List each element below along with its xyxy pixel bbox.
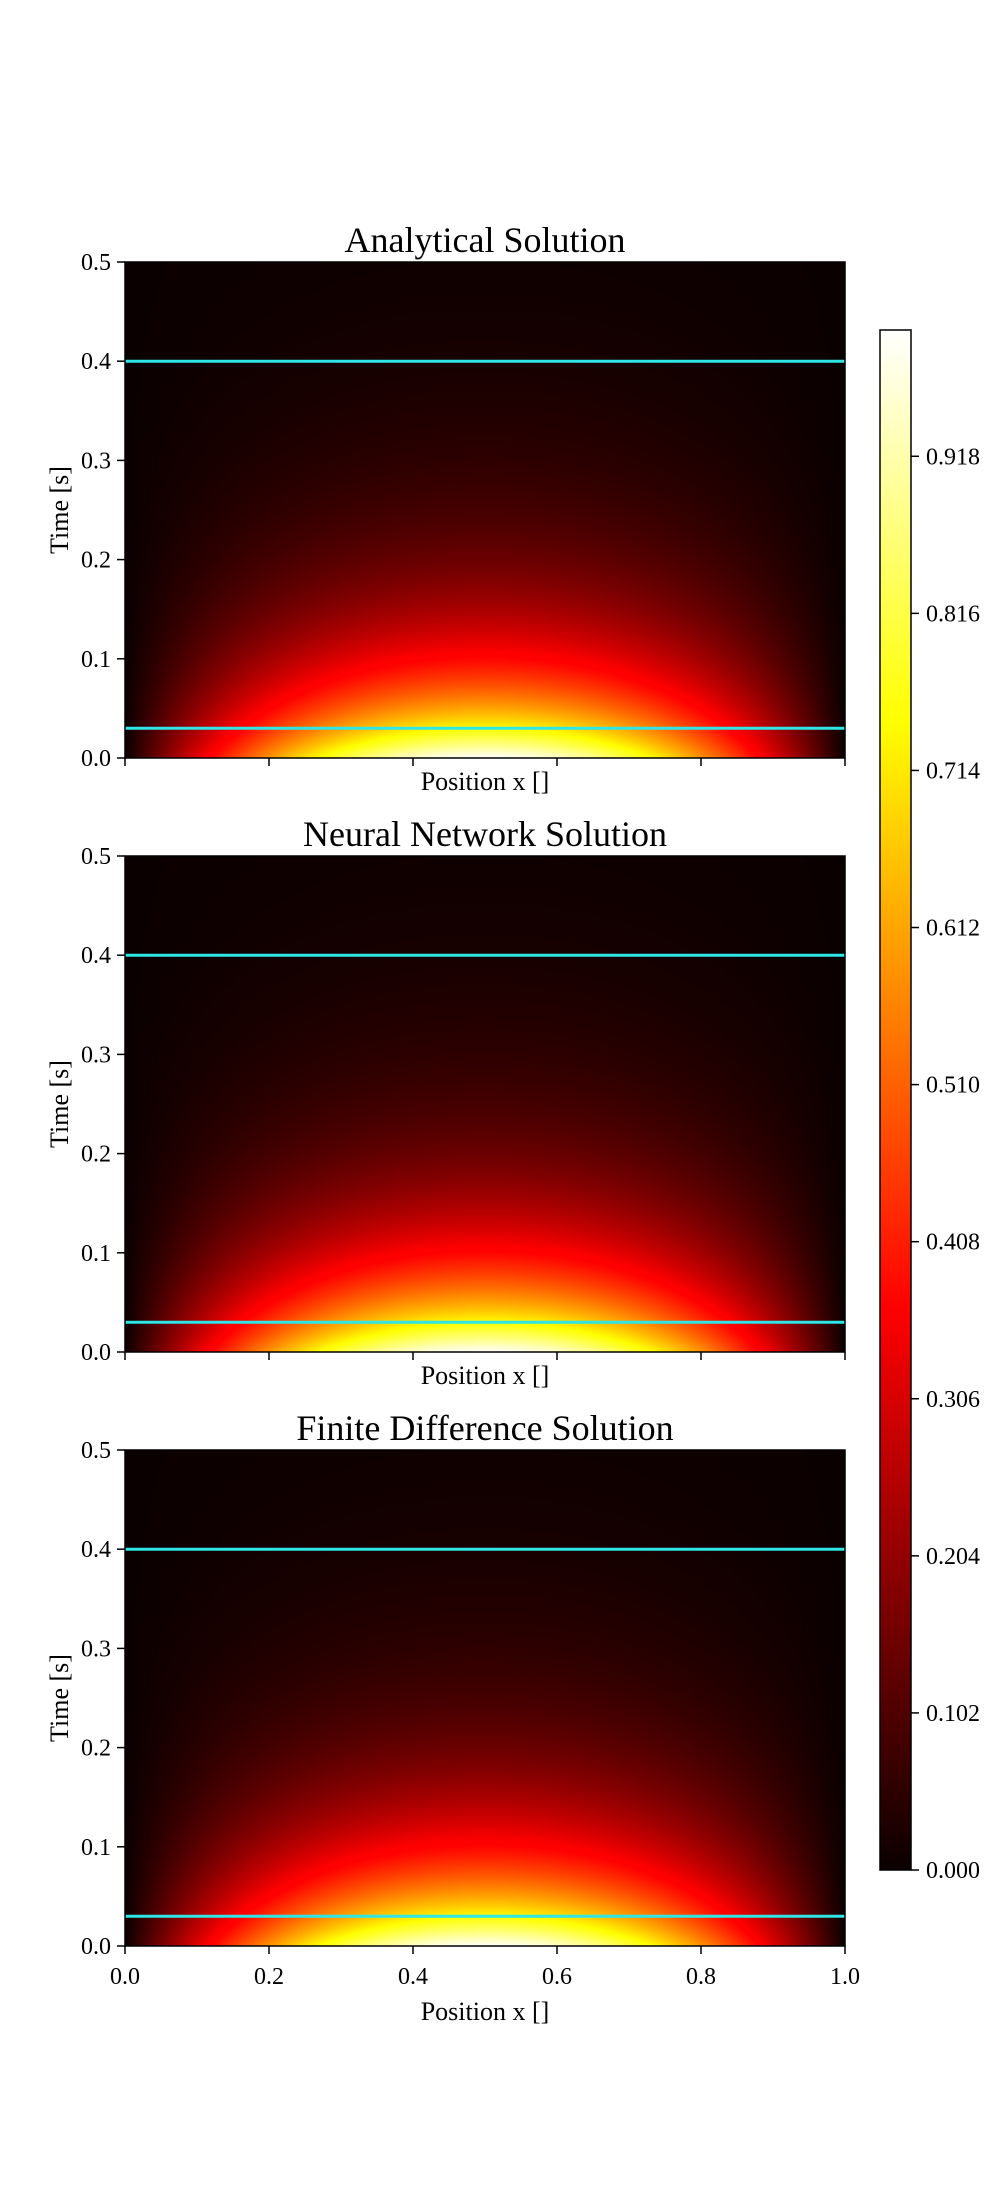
colorbar-tick-label: 0.510: [926, 1073, 980, 1099]
colorbar-gradient: [879, 329, 912, 1871]
ytick-label: 0.4: [81, 349, 111, 375]
ytick-label: 0.1: [81, 1835, 111, 1861]
ytick-label: 0.0: [81, 1934, 111, 1960]
ytick-label: 0.2: [81, 1736, 111, 1762]
panel-2: 0.0 0.1 0.2 0.3 0.4 0.5 Neural Network Solutio…: [45, 814, 846, 1390]
colorbar-ticks: 0.000 0.102 0.204 0.306 0.408 0.510 0.612 0.714…: [911, 444, 980, 1884]
ytick-label: 0.1: [81, 1241, 111, 1267]
colorbar-tick-label: 0.102: [926, 1701, 980, 1727]
panel-title: Analytical Solution: [345, 220, 626, 260]
colorbar-tick-label: 0.306: [926, 1387, 980, 1413]
xtick-label: 0.6: [542, 1964, 572, 1990]
colorbar-tick-label: 0.918: [926, 444, 980, 470]
colorbar-tick-label: 0.714: [926, 758, 980, 784]
panel-title: Finite Difference Solution: [296, 1408, 673, 1448]
heatmap-image: [125, 856, 845, 1352]
colorbar-tick-label: 0.408: [926, 1230, 980, 1256]
xtick-label: 1.0: [830, 1964, 860, 1990]
ytick-label: 0.4: [81, 943, 111, 969]
axes-frame: [124, 855, 846, 1353]
panel-1: 0.0 0.1 0.2 0.3 0.4 0.5 Analytical Solution Pos…: [45, 220, 846, 796]
xtick-label: 0.2: [254, 1964, 284, 1990]
colorbar-tick-label: 0.204: [926, 1544, 980, 1570]
panel-title: Neural Network Solution: [303, 814, 667, 854]
panel-3: 0.0 0.1 0.2 0.3 0.4 0.5 0.0 0.2 0.4 0.6 0.8 1.0 Fini…: [45, 1408, 860, 2026]
y-axis-label: Time [s]: [45, 1060, 74, 1148]
xtick-label: 0.4: [398, 1964, 428, 1990]
x-axis-label: Position x []: [421, 1361, 550, 1390]
ytick-label: 0.5: [81, 1438, 111, 1464]
xtick-label: 0.8: [686, 1964, 716, 1990]
y-axis-label: Time [s]: [45, 1654, 74, 1742]
xtick-label: 0.0: [110, 1964, 140, 1990]
panels-layer: 0.0 0.1 0.2 0.3 0.4 0.5 Analytical Solution Pos…: [45, 220, 860, 2026]
ytick-label: 0.0: [81, 1340, 111, 1366]
x-axis-label: Position x []: [421, 767, 550, 796]
colorbar: 0.000 0.102 0.204 0.306 0.408 0.510 0.612 0.714…: [879, 329, 980, 1884]
ytick-label: 0.2: [81, 1142, 111, 1168]
ytick-label: 0.2: [81, 548, 111, 574]
axes-frame: [124, 261, 846, 759]
ytick-label: 0.0: [81, 746, 111, 772]
heatmap-image: [125, 1450, 845, 1946]
ytick-label: 0.5: [81, 250, 111, 276]
ytick-label: 0.3: [81, 1636, 111, 1662]
ytick-label: 0.3: [81, 448, 111, 474]
colorbar-tick-label: 0.816: [926, 601, 980, 627]
ytick-label: 0.1: [81, 647, 111, 673]
heatmap-image: [125, 262, 845, 758]
ytick-label: 0.4: [81, 1537, 111, 1563]
colorbar-tick-label: 0.000: [926, 1858, 980, 1884]
y-axis-label: Time [s]: [45, 466, 74, 554]
ytick-label: 0.3: [81, 1042, 111, 1068]
colorbar-tick-label: 0.612: [926, 916, 980, 942]
x-axis-label: Position x []: [421, 1997, 550, 2026]
ytick-label: 0.5: [81, 844, 111, 870]
axes-frame: [124, 1449, 846, 1947]
